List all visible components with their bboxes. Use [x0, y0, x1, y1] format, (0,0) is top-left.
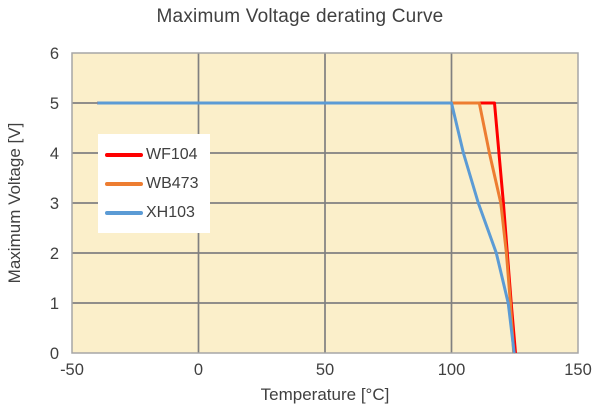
plot-border [71, 52, 579, 354]
legend-line-swatch-WF104 [105, 152, 143, 157]
y-tick-label: 4 [50, 145, 59, 163]
x-tick-label: -50 [60, 361, 84, 379]
legend-label: WB473 [146, 174, 199, 192]
legend-item-XH103: XH103 [105, 199, 210, 226]
legend-line-swatch-XH103 [105, 210, 143, 215]
chart-title: Maximum Voltage derating Curve [156, 6, 444, 27]
y-tick-label: 5 [50, 95, 59, 113]
y-axis-label: Maximum Voltage [V] [5, 122, 24, 284]
y-tick-label: 0 [50, 345, 59, 363]
x-tick-label: 50 [316, 361, 334, 379]
y-tick-label: 2 [50, 245, 59, 263]
series-line-WB473 [97, 101, 516, 354]
y-tick-label: 1 [50, 295, 59, 313]
legend-label: WF104 [146, 145, 198, 163]
x-axis-label: Temperature [°C] [260, 385, 390, 404]
legend-label: XH103 [146, 203, 195, 221]
x-tick-label: 100 [438, 361, 466, 379]
legend-line-swatch-WB473 [105, 181, 143, 186]
x-tick-label: 150 [564, 361, 592, 379]
legend-item-WB473: WB473 [105, 170, 210, 197]
legend: WF104 WB473 XH103 [98, 134, 210, 233]
y-tick-label: 6 [50, 45, 59, 63]
series-line-XH103 [97, 101, 516, 354]
legend-item-WF104: WF104 [105, 141, 210, 168]
x-tick-label: 0 [194, 361, 203, 379]
y-tick-label: 3 [50, 195, 59, 213]
